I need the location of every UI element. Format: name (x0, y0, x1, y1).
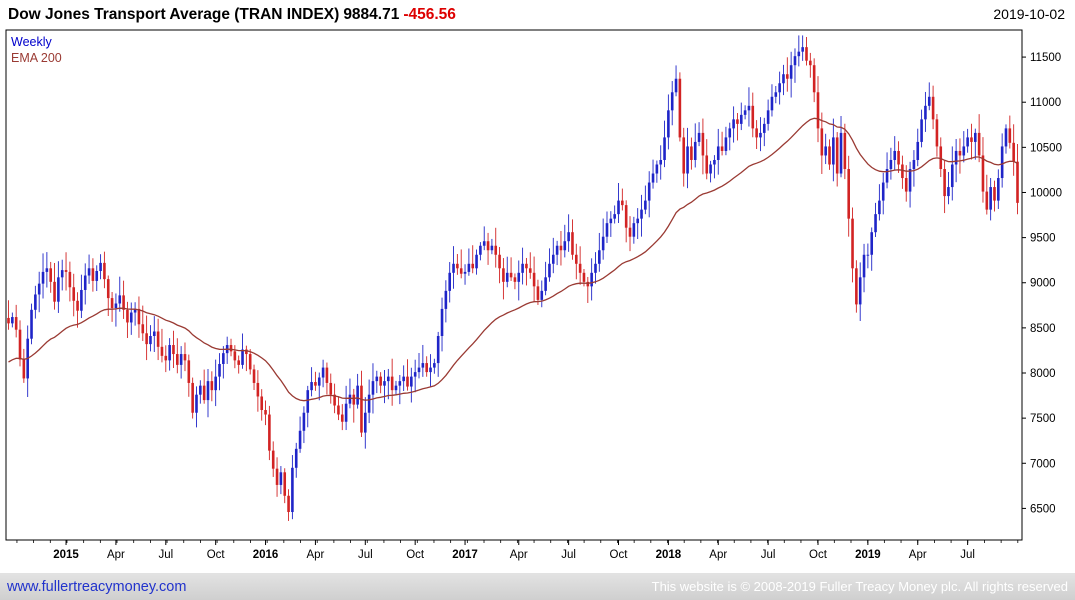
x-axis-label: 2019 (855, 549, 881, 561)
y-axis-label: 10500 (1030, 142, 1062, 154)
x-axis-label: Oct (406, 549, 425, 561)
candlestick-series (7, 35, 1019, 521)
ema-line (8, 117, 1018, 402)
x-axis-label: Oct (610, 549, 629, 561)
legend-weekly-label: Weekly (11, 35, 52, 49)
chart-area: 6500 7000 7500 8000 8500 9000 9500 10000 10500 11… (0, 28, 1075, 573)
x-axis-label: Apr (107, 549, 125, 561)
y-axis-label: 10000 (1030, 187, 1062, 199)
y-axis-label: 6500 (1030, 503, 1056, 515)
price-chart: 6500 7000 7500 8000 8500 9000 9500 10000 10500 11… (5, 29, 1062, 561)
y-axis-label: 9500 (1030, 233, 1056, 245)
y-axis-label: 9000 (1030, 278, 1056, 290)
x-axis-label: 2018 (656, 549, 682, 561)
x-axis-label: Jul (561, 549, 576, 561)
x-axis-label: 2016 (253, 549, 279, 561)
x-axis-label: Jul (358, 549, 373, 561)
website-link[interactable]: www.fullertreacymoney.com (7, 578, 187, 595)
x-axis-label: Apr (709, 549, 727, 561)
y-axis-label: 7500 (1030, 413, 1056, 425)
last-price: 9884.71 (343, 6, 400, 23)
price-change: -456.56 (403, 6, 456, 23)
y-axis-label: 8500 (1030, 323, 1056, 335)
footer-bar: www.fullertreacymoney.com This website i… (0, 573, 1075, 600)
y-axis-label: 11000 (1030, 97, 1061, 109)
copyright-text: This website is © 2008-2019 Fuller Treac… (651, 579, 1068, 594)
x-axis-label: Apr (306, 549, 324, 561)
y-axis-label: 7000 (1030, 458, 1056, 470)
instrument-title: Dow Jones Transport Average (TRAN INDEX) (8, 6, 340, 23)
legend-ema-label: EMA 200 (11, 51, 62, 65)
x-axis-label: Apr (510, 549, 528, 561)
x-axis-label: Oct (809, 549, 828, 561)
x-axis-label: Jul (960, 549, 975, 561)
plot-border (5, 29, 1023, 541)
as-of-date: 2019-10-02 (993, 6, 1065, 22)
x-axis-label: Jul (761, 549, 776, 561)
y-axis-label: 11500 (1030, 52, 1061, 64)
x-axis-label: Jul (158, 549, 173, 561)
x-axis-label: 2017 (452, 549, 478, 561)
chart-legend: Weekly EMA 200 (11, 34, 62, 66)
chart-title-group: Dow Jones Transport Average (TRAN INDEX)… (8, 6, 460, 24)
x-axis-label: Oct (207, 549, 226, 561)
x-axis-label: 2015 (53, 549, 79, 561)
y-axis-label: 8000 (1030, 368, 1056, 380)
chart-header: Dow Jones Transport Average (TRAN INDEX)… (0, 0, 1075, 28)
x-axis-label: Apr (909, 549, 927, 561)
